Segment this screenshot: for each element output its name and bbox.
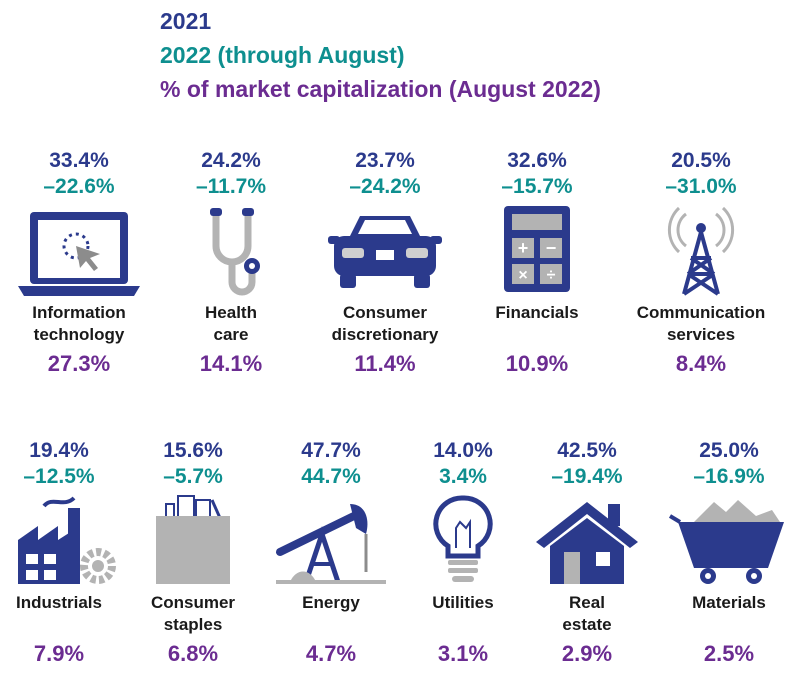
sector-consumer-discretionary: 23.7% –24.2% Consumer discretionary 11.4%: [310, 148, 460, 378]
return-2022: –11.7%: [195, 175, 267, 198]
sector-name: Industrials: [16, 593, 102, 612]
market-cap-share: 7.9%: [33, 641, 85, 666]
sector-name: Energy: [302, 593, 360, 612]
market-cap-share: 10.9%: [505, 351, 569, 376]
sector-name: Consumer discretionary: [331, 303, 439, 344]
return-2022: –5.7%: [163, 465, 223, 488]
sector-financials: 32.6% –15.7% + − × ÷ Financials 10.9%: [462, 148, 612, 378]
sector-name: Communication services: [636, 303, 766, 344]
house-icon: [536, 502, 638, 584]
return-2021: 23.7%: [355, 149, 415, 172]
market-cap-share: 8.4%: [675, 351, 727, 376]
market-cap-share: 3.1%: [437, 641, 489, 666]
radio-tower-icon: [667, 206, 735, 296]
sector-materials: 25.0% –16.9% Materials 2.5%: [654, 438, 804, 668]
sector-information-technology: 33.4% –22.6% Information technology 27.3%: [4, 148, 154, 378]
car-icon: [328, 216, 442, 288]
laptop-cursor-icon: [18, 212, 140, 296]
legend: 2021 2022 (through August) % of market c…: [160, 4, 601, 106]
market-cap-share: 4.7%: [305, 641, 357, 666]
factory-icon: [18, 496, 116, 584]
sector-consumer-staples: 15.6% –5.7% Consumer staples 6.8%: [118, 438, 268, 668]
return-2021: 19.4%: [29, 439, 89, 462]
stethoscope-icon: [210, 208, 260, 296]
return-2021: 47.7%: [301, 439, 361, 462]
return-2022: –31.0%: [665, 175, 737, 198]
return-2021: 20.5%: [671, 149, 731, 172]
return-2021: 42.5%: [557, 439, 617, 462]
return-2021: 15.6%: [163, 439, 223, 462]
sector-real-estate: 42.5% –19.4% Real estate 2.9%: [512, 438, 662, 668]
svg-text:+: +: [518, 238, 529, 258]
return-2022: –24.2%: [349, 175, 421, 198]
market-cap-share: 27.3%: [47, 351, 111, 376]
return-2021: 14.0%: [433, 439, 493, 462]
market-cap-share: 11.4%: [354, 351, 416, 376]
sector-name: Health care: [205, 303, 257, 344]
mine-cart-icon: [668, 500, 784, 584]
sector-name: Materials: [692, 593, 766, 612]
return-2021: 33.4%: [49, 149, 109, 172]
return-2021: 24.2%: [201, 149, 261, 172]
sector-industrials: 19.4% –12.5% Industrials 7.9%: [0, 438, 134, 668]
return-2022: 3.4%: [439, 465, 487, 488]
return-2022: –16.9%: [693, 465, 765, 488]
market-cap-share: 6.8%: [167, 641, 219, 666]
oil-pump-icon: [276, 504, 386, 584]
sector-health-care: 24.2% –11.7% Health care 14.1%: [156, 148, 306, 378]
market-cap-share: 14.1%: [199, 351, 263, 376]
sector-name: Consumer staples: [150, 593, 236, 634]
sector-name: Financials: [495, 303, 579, 322]
calculator-icon: + − × ÷: [504, 206, 570, 292]
market-cap-share: 2.9%: [561, 641, 613, 666]
market-cap-share: 2.5%: [703, 641, 755, 666]
legend-market-cap: % of market capitalization (August 2022): [160, 76, 601, 102]
return-2022: –12.5%: [23, 465, 95, 488]
light-bulb-icon: [433, 495, 493, 582]
sector-utilities: 14.0% 3.4% Utilities 3.1%: [388, 438, 538, 668]
return-2021: 25.0%: [699, 439, 759, 462]
sector-energy: 47.7% 44.7% Energy 4.7%: [256, 438, 406, 668]
sector-communication-services: 20.5% –31.0% Communication services 8.4%: [626, 148, 776, 378]
return-2021: 32.6%: [507, 149, 567, 172]
return-2022: –22.6%: [43, 175, 115, 198]
sector-name: Information technology: [32, 303, 126, 344]
return-2022: 44.7%: [301, 465, 361, 488]
svg-text:−: −: [546, 238, 557, 258]
legend-2022: 2022 (through August): [160, 42, 405, 68]
return-2022: –19.4%: [551, 465, 623, 488]
sector-name: Utilities: [432, 593, 494, 612]
svg-text:×: ×: [518, 267, 527, 284]
return-2022: –15.7%: [501, 175, 573, 198]
grocery-bag-icon: [156, 495, 230, 584]
svg-text:÷: ÷: [547, 267, 556, 284]
sector-name: Real estate: [562, 593, 612, 634]
legend-2021: 2021: [160, 8, 212, 34]
